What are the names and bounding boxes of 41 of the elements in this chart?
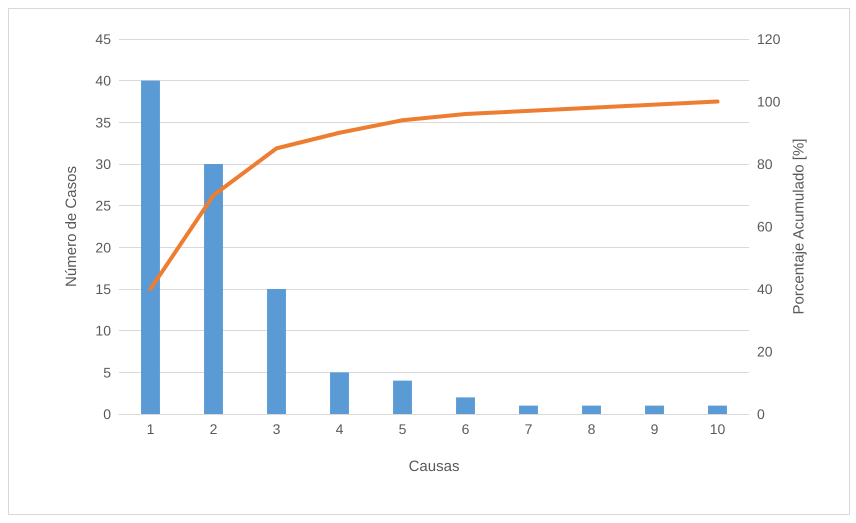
bar (456, 397, 475, 414)
y2-tick-label: 100 (757, 94, 781, 110)
y2-tick-label: 0 (757, 406, 765, 422)
y2-axis-title: Porcentaje Acumulado [%] (790, 138, 808, 314)
x-axis-title: Causas (408, 458, 460, 475)
bar (645, 406, 664, 414)
y2-tick-label: 40 (757, 281, 773, 297)
bar (708, 406, 727, 414)
y-tick-label: 30 (95, 156, 112, 172)
y-tick-label: 25 (95, 198, 112, 214)
y-tick-label: 45 (95, 31, 112, 47)
bar (330, 372, 349, 414)
y-tick-label: 35 (95, 114, 112, 130)
x-tick-label: 8 (588, 421, 596, 437)
y-axis-title: Número de Casos (63, 166, 80, 287)
x-tick-label: 10 (710, 421, 726, 437)
bar (519, 406, 538, 414)
y2-tick-label: 60 (757, 218, 773, 234)
y-tick-label: 0 (103, 406, 112, 422)
bar (141, 80, 160, 414)
x-tick-label: 6 (462, 421, 470, 437)
y-tick-label: 15 (95, 281, 112, 297)
bar (582, 406, 601, 414)
x-tick-label: 1 (146, 421, 155, 437)
x-tick-label: 4 (336, 421, 344, 437)
x-tick-label: 9 (650, 421, 659, 437)
x-tick-label: 3 (272, 421, 281, 437)
y2-tick-label: 120 (757, 31, 781, 47)
y-tick-label: 10 (95, 322, 112, 339)
y2-tick-label: 20 (757, 344, 773, 360)
bar (393, 380, 412, 414)
y2-tick-label: 80 (757, 156, 773, 172)
bar (204, 164, 223, 414)
x-tick-label: 5 (398, 421, 407, 437)
x-tick-label: 2 (210, 421, 218, 437)
bar (267, 289, 286, 414)
x-tick-label: 7 (524, 421, 533, 437)
y-tick-label: 5 (103, 364, 112, 380)
y-tick-label: 20 (95, 239, 112, 256)
y-tick-label: 40 (95, 72, 112, 89)
line-series (148, 100, 720, 291)
